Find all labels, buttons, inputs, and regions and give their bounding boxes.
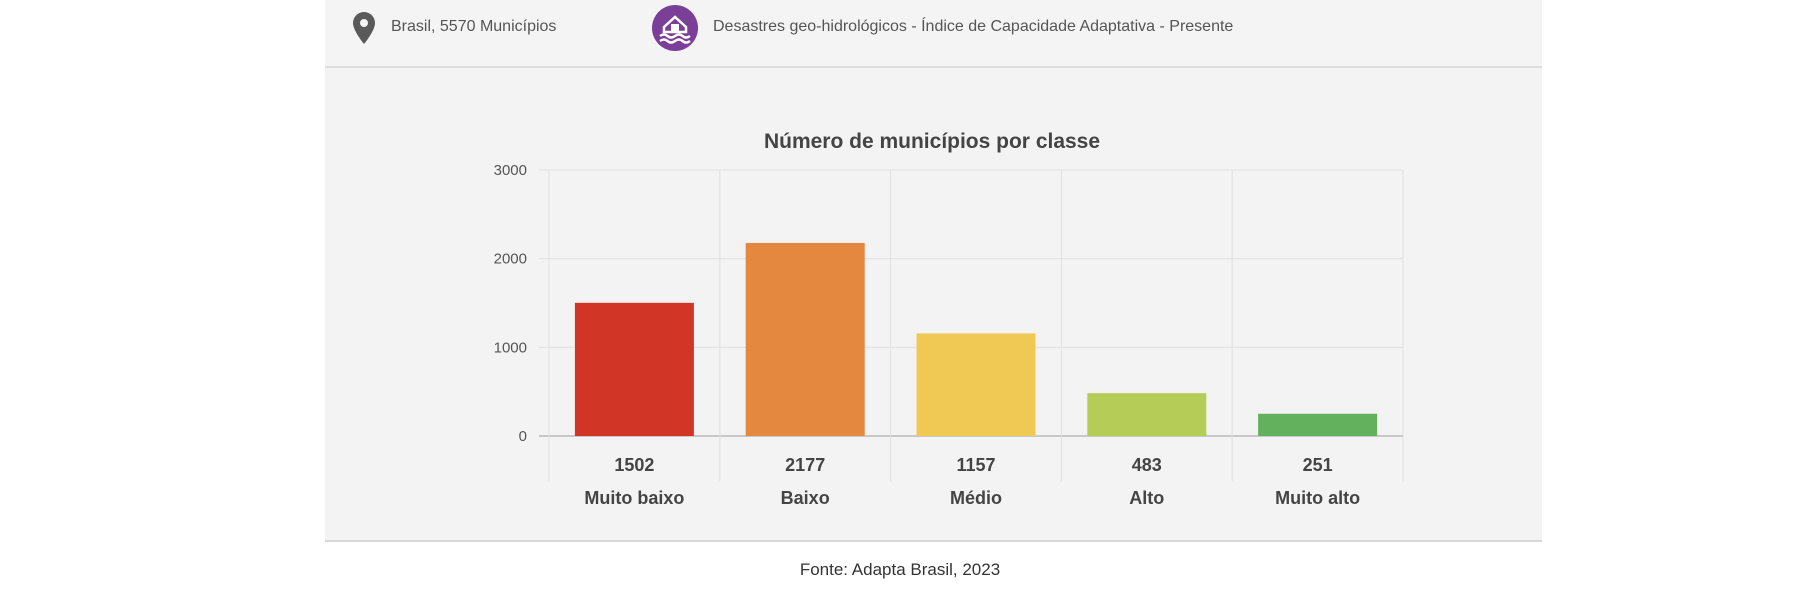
value-label: 483 [1132, 455, 1162, 475]
flood-house-icon [652, 5, 698, 51]
y-tick-label: 2000 [494, 251, 527, 268]
category-label: Muito baixo [584, 488, 684, 508]
y-tick-label: 3000 [494, 162, 527, 179]
chart-panel: Brasil, 5570 Municípios Desastres geo-hi… [325, 0, 1542, 542]
category-label: Alto [1129, 488, 1164, 508]
value-label: 2177 [785, 455, 825, 475]
bar-muito-alto [1258, 413, 1378, 436]
bar-chart: Número de municípios por classe 0 1000 200… [494, 130, 1404, 508]
map-pin-icon [353, 12, 375, 44]
y-tick-label: 1000 [494, 339, 527, 356]
category-label: Baixo [781, 488, 830, 508]
indicator-label: Desastres geo-hidrológicos - Índice de C… [713, 18, 1234, 35]
source-caption: Fonte: Adapta Brasil, 2023 [799, 560, 1001, 579]
bar-baixo [745, 242, 865, 436]
bar-alto [1087, 393, 1207, 436]
value-label: 251 [1303, 455, 1333, 475]
category-label: Médio [950, 488, 1002, 508]
bar-muito-baixo [574, 302, 694, 436]
location-label: Brasil, 5570 Municípios [391, 18, 557, 35]
value-label: 1157 [956, 455, 995, 475]
info-bar: Brasil, 5570 Municípios Desastres geo-hi… [325, 0, 1542, 68]
bar-medio [916, 333, 1036, 436]
y-tick-label: 0 [519, 428, 527, 445]
chart-title: Número de municípios por classe [764, 130, 1100, 153]
category-label: Muito alto [1275, 488, 1360, 508]
value-label: 1502 [614, 455, 654, 475]
